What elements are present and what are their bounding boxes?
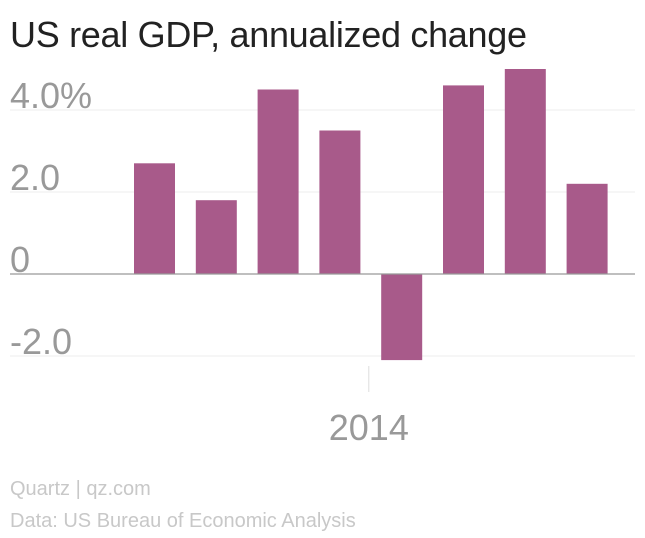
- source-text: Data: US Bureau of Economic Analysis: [10, 510, 356, 532]
- bar: [257, 89, 299, 274]
- bar: [443, 85, 484, 275]
- x-tick-label: 2014: [329, 407, 409, 448]
- bar: [504, 69, 546, 274]
- y-tick-label: 4.0%: [10, 75, 92, 116]
- bar: [381, 274, 423, 361]
- gdp-bar-chart: 4.0% 2.0 0 -2.0 2014: [10, 69, 635, 448]
- chart-title: US real GDP, annualized change: [10, 14, 527, 55]
- y-tick-label: 2.0: [10, 157, 60, 198]
- y-tick-label: -2.0: [10, 321, 72, 362]
- bar: [195, 200, 237, 274]
- credit-text: Quartz | qz.com: [10, 478, 151, 500]
- bar: [566, 183, 608, 274]
- bar: [319, 130, 361, 274]
- y-tick-label: 0: [10, 239, 30, 280]
- bar: [134, 163, 175, 274]
